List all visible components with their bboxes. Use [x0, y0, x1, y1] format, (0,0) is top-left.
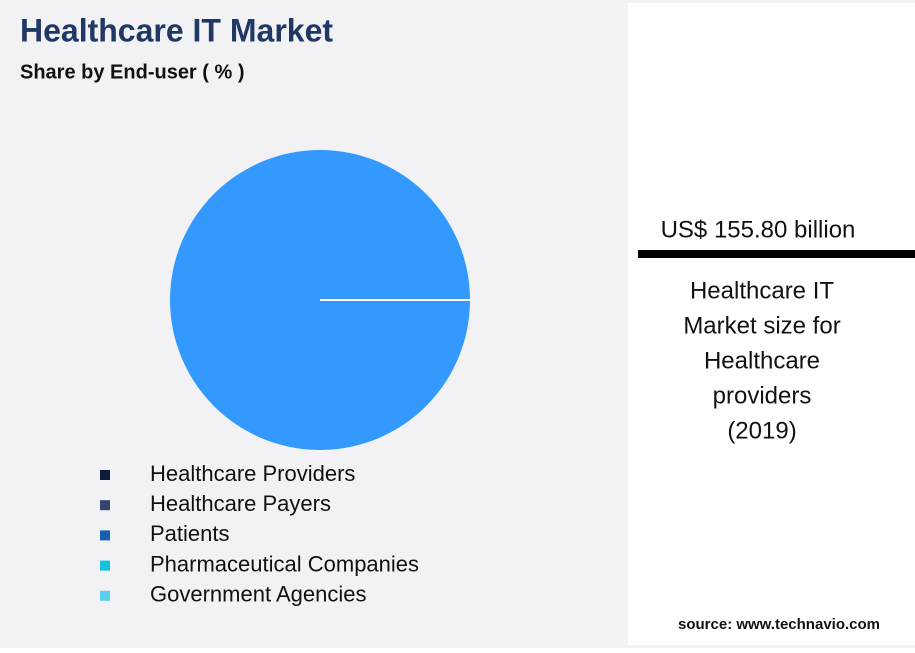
legend-label: Pharmaceutical Companies	[150, 551, 419, 576]
side-panel	[628, 3, 915, 645]
legend-label: Government Agencies	[150, 582, 366, 607]
caption-line: providers	[713, 382, 812, 409]
legend-marker	[100, 530, 110, 541]
source: source: www.technavio.com	[678, 616, 880, 633]
chart-subtitle: Share by End-user ( % )	[20, 61, 245, 83]
market-value: US$ 155.80 billion	[661, 216, 856, 243]
legend-label: Healthcare Payers	[150, 491, 331, 516]
legend-label: Healthcare Providers	[150, 461, 355, 486]
caption-line: Healthcare	[704, 347, 820, 374]
caption-line: Market size for	[683, 312, 840, 339]
legend-marker	[100, 590, 110, 601]
legend-marker	[100, 500, 110, 511]
legend-label: Patients	[150, 521, 230, 546]
caption-line: Healthcare IT	[690, 277, 834, 304]
legend-marker	[100, 560, 110, 571]
caption-line: (2019)	[727, 417, 796, 444]
legend-marker	[100, 470, 110, 480]
divider	[638, 250, 915, 258]
pie	[170, 150, 470, 450]
chart-title: Healthcare IT Market	[20, 12, 333, 48]
